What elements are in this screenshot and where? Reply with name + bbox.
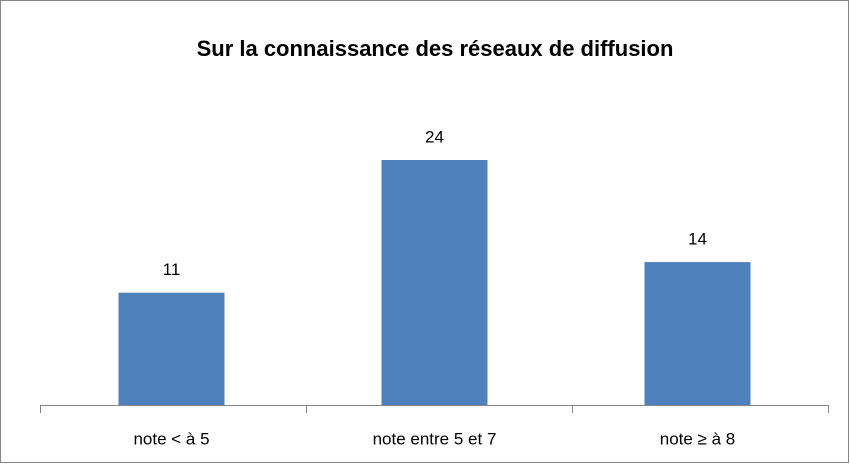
x-tick-label: note < à 5 [133,429,209,448]
data-label: 14 [688,230,707,249]
bar [644,262,751,405]
x-tick-label: note ≥ à 8 [660,429,736,448]
bar [118,292,225,405]
chart-title: Sur la connaissance des réseaux de diffu… [197,36,674,61]
data-label: 11 [163,260,181,279]
x-tick-label: note entre 5 et 7 [373,429,497,448]
data-label: 24 [425,127,444,146]
bar [381,160,488,405]
